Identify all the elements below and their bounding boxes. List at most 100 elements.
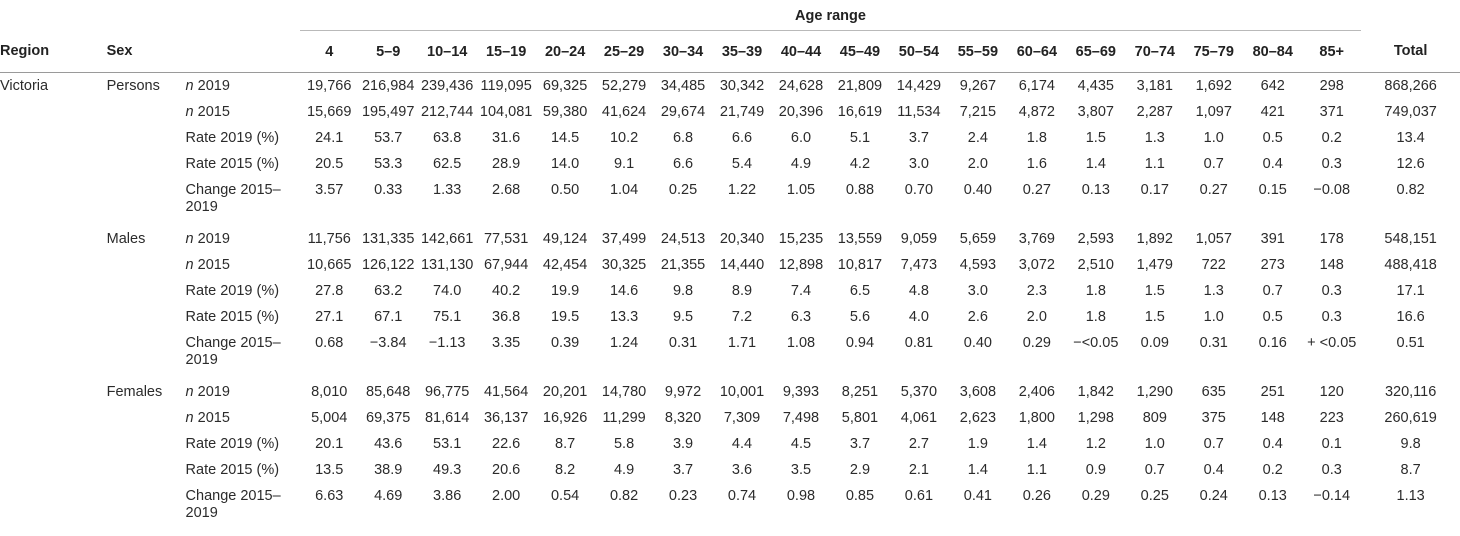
table-header: Age range Region Sex 4 5–9 10–14 15–19 20–24… bbox=[0, 0, 1460, 73]
age-group-header: 55–59 bbox=[948, 30, 1008, 73]
row-label-cell: n 2019 bbox=[179, 73, 300, 100]
value-cell: 0.9 bbox=[1085, 462, 1106, 478]
value-cell: 5.8 bbox=[613, 436, 635, 452]
value-cell: 96,775 bbox=[424, 384, 470, 400]
value-cell: 6.5 bbox=[849, 283, 871, 299]
total-cell: 8.7 bbox=[1400, 462, 1421, 478]
value-cell: 1.3 bbox=[1203, 283, 1224, 299]
value-cell: −0.14 bbox=[1313, 488, 1351, 504]
value-cell: 0.4 bbox=[1262, 156, 1283, 172]
value-cell: 6.6 bbox=[672, 156, 694, 172]
value-cell: 43.6 bbox=[374, 436, 403, 452]
row-label-prefix: n bbox=[185, 231, 194, 247]
value-cell: 3,807 bbox=[1077, 104, 1114, 120]
value-cell: 69,375 bbox=[366, 410, 411, 426]
value-cell: 1.4 bbox=[1085, 156, 1106, 172]
value-cell: 1,057 bbox=[1195, 231, 1232, 247]
value-cell: 69,325 bbox=[542, 78, 588, 94]
value-cell: 3.0 bbox=[967, 283, 988, 299]
value-cell: 24.1 bbox=[315, 130, 344, 146]
value-cell: 20.6 bbox=[492, 462, 521, 478]
row-label: Rate 2015 (%) bbox=[185, 156, 280, 172]
region-cell bbox=[0, 457, 101, 483]
region-cell bbox=[0, 431, 101, 457]
value-cell: 1.3 bbox=[1144, 130, 1165, 146]
value-cell: 20,396 bbox=[778, 104, 824, 120]
value-cell: 4,593 bbox=[959, 257, 997, 273]
value-cell: 81,614 bbox=[424, 410, 470, 426]
value-cell: 0.3 bbox=[1321, 462, 1342, 478]
sex-cell: Persons bbox=[106, 78, 160, 94]
value-cell: 2,287 bbox=[1136, 104, 1173, 120]
value-cell: 6,174 bbox=[1018, 78, 1055, 94]
value-cell: 10,001 bbox=[719, 384, 765, 400]
value-cell: 7,215 bbox=[959, 104, 997, 120]
row-label: 2019 bbox=[193, 231, 230, 247]
value-cell: 0.31 bbox=[668, 335, 698, 351]
value-cell: 1,692 bbox=[1195, 78, 1232, 94]
value-cell: −1.13 bbox=[428, 335, 466, 351]
value-cell: 1,892 bbox=[1136, 231, 1173, 247]
value-cell: 0.29 bbox=[1081, 488, 1110, 504]
value-cell: 11,756 bbox=[307, 231, 351, 247]
value-cell: 16,619 bbox=[837, 104, 883, 120]
value-cell: 104,081 bbox=[479, 104, 533, 120]
label-column-header bbox=[178, 30, 300, 73]
value-cell: 1.24 bbox=[609, 335, 639, 351]
value-cell: 4.9 bbox=[790, 156, 812, 172]
value-cell: 75.1 bbox=[433, 309, 462, 325]
value-cell: 298 bbox=[1319, 78, 1344, 94]
value-cell: 2,510 bbox=[1077, 257, 1114, 273]
age-group-header: 65–69 bbox=[1066, 30, 1126, 73]
age-group-header: 30–34 bbox=[653, 30, 713, 73]
value-cell: 1.8 bbox=[1085, 309, 1106, 325]
value-cell: 13.5 bbox=[315, 462, 344, 478]
value-cell: −0.08 bbox=[1313, 182, 1351, 198]
total-cell: 548,151 bbox=[1384, 231, 1437, 247]
value-cell: 148 bbox=[1319, 257, 1344, 273]
value-cell: 5.6 bbox=[849, 309, 871, 325]
value-cell: 85,648 bbox=[366, 384, 411, 400]
value-cell: 4,435 bbox=[1077, 78, 1114, 94]
age-group-header: 85+ bbox=[1302, 30, 1362, 73]
value-cell: 0.85 bbox=[845, 488, 875, 504]
value-cell: 0.39 bbox=[550, 335, 580, 351]
value-cell: 195,497 bbox=[361, 104, 415, 120]
value-cell: 11,299 bbox=[602, 410, 646, 426]
value-cell: 273 bbox=[1260, 257, 1285, 273]
value-cell: 0.1 bbox=[1321, 436, 1342, 452]
value-cell: 4.9 bbox=[613, 462, 635, 478]
value-cell: 30,325 bbox=[601, 257, 647, 273]
value-cell: 8.9 bbox=[731, 283, 753, 299]
value-cell: 2.0 bbox=[967, 156, 988, 172]
value-cell: −3.84 bbox=[369, 335, 407, 351]
region-cell: Victoria bbox=[0, 78, 49, 94]
row-label-cell: Rate 2019 (%) bbox=[179, 431, 300, 457]
value-cell: 2.3 bbox=[1026, 283, 1047, 299]
age-group-header: 50–54 bbox=[889, 30, 949, 73]
value-cell: 19,766 bbox=[307, 78, 352, 94]
row-label: 2019 bbox=[193, 384, 230, 400]
value-cell: 1,479 bbox=[1136, 257, 1173, 273]
value-cell: 1.08 bbox=[786, 335, 816, 351]
value-cell: 10.2 bbox=[609, 130, 639, 146]
sex-cell bbox=[101, 99, 179, 125]
value-cell: 6.0 bbox=[790, 130, 812, 146]
value-cell: 16,926 bbox=[542, 410, 588, 426]
value-cell: 21,355 bbox=[660, 257, 706, 273]
value-cell: 0.13 bbox=[1258, 488, 1287, 504]
value-cell: 20,340 bbox=[719, 231, 765, 247]
value-cell: 0.4 bbox=[1203, 462, 1224, 478]
age-group-header: 60–64 bbox=[1007, 30, 1067, 73]
value-cell: 0.70 bbox=[904, 182, 934, 198]
value-cell: 1.2 bbox=[1085, 436, 1106, 452]
region-cell bbox=[0, 379, 101, 405]
value-cell: 0.98 bbox=[786, 488, 816, 504]
row-label-prefix: n bbox=[185, 257, 194, 273]
value-cell: 3.7 bbox=[908, 130, 929, 146]
value-cell: 3,072 bbox=[1018, 257, 1055, 273]
value-cell: 1,097 bbox=[1195, 104, 1232, 120]
value-cell: 53.3 bbox=[374, 156, 403, 172]
total-cell: 0.51 bbox=[1396, 335, 1425, 351]
value-cell: 4.8 bbox=[908, 283, 929, 299]
